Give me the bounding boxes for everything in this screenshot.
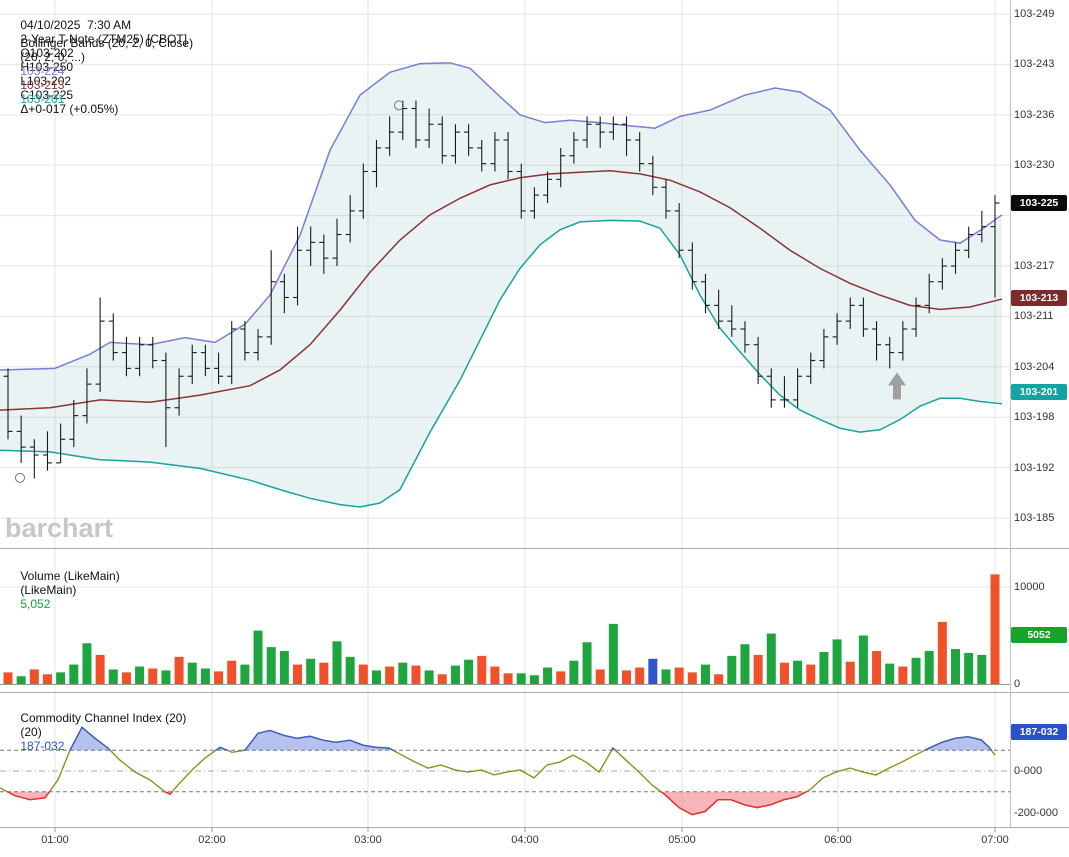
volume-label: Volume (LikeMain) (20, 569, 120, 583)
cci-value: 187-032 (20, 739, 65, 753)
bollinger-label: Bollinger Bands (20, 2, 0, Close) (20, 36, 194, 50)
quote-instrument: 2-Year T-Note (ZTM25) [CBOT] (20, 32, 188, 46)
volume-header: Volume (LikeMain) (LikeMain) 5,052 (7, 555, 125, 625)
up-arrow-marker (888, 372, 906, 400)
barchart-watermark: barchart (5, 513, 114, 543)
quote-change: Δ+0-017 (+0.05%) (20, 102, 119, 116)
cci-params: (20) (20, 725, 42, 739)
quote-high: H103-250 (20, 60, 74, 74)
marker-circle (394, 100, 404, 111)
quote-header: 04/10/2025 7:30 AM 2-Year T-Note (ZTM25)… (7, 4, 192, 130)
bollinger-header: Bollinger Bands (20, 2, 0, Close) (20, 2… (7, 22, 198, 120)
bollinger-lower-value: 103-201 (20, 92, 65, 106)
volume-value: 5,052 (20, 597, 51, 611)
quote-datetime: 04/10/2025 7:30 AM (20, 18, 132, 32)
quote-open: O103-202 (20, 46, 74, 60)
volume-params: (LikeMain) (20, 583, 77, 597)
marker-circle (15, 472, 25, 483)
cci-header: Commodity Channel Index (20) (20) 187-03… (7, 697, 191, 767)
quote-close: C103-225 (20, 88, 74, 102)
cci-label: Commodity Channel Index (20) (20, 711, 187, 725)
bollinger-middle-value: 103-213 (20, 78, 65, 92)
bollinger-upper-value: 103-224 (20, 64, 65, 78)
bollinger-params: (20, 2, 0, ...) (20, 50, 86, 64)
quote-low: L103-202 (20, 74, 72, 88)
